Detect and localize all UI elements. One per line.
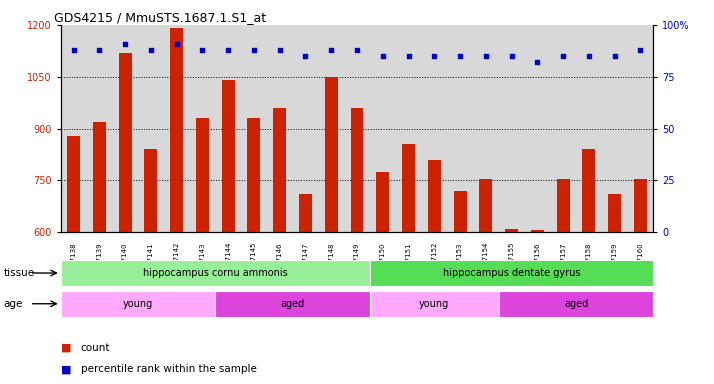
Text: GDS4215 / MmuSTS.1687.1.S1_at: GDS4215 / MmuSTS.1687.1.S1_at — [54, 12, 266, 25]
Text: hippocampus dentate gyrus: hippocampus dentate gyrus — [443, 268, 580, 278]
Bar — [505, 229, 518, 232]
Point — [454, 53, 466, 59]
Bar — [67, 136, 80, 232]
Bar — [608, 194, 621, 232]
Bar — [273, 108, 286, 232]
Bar — [583, 149, 595, 232]
Point — [583, 53, 595, 59]
Bar — [119, 53, 131, 232]
Bar — [453, 191, 466, 232]
Point — [68, 47, 79, 53]
Text: percentile rank within the sample: percentile rank within the sample — [81, 364, 256, 374]
Point — [635, 47, 646, 53]
Bar — [402, 144, 415, 232]
Point — [351, 47, 363, 53]
Point — [248, 47, 260, 53]
Text: aged: aged — [564, 299, 588, 309]
Text: count: count — [81, 343, 110, 353]
Point — [558, 53, 569, 59]
Text: hippocampus cornu ammonis: hippocampus cornu ammonis — [143, 268, 288, 278]
Point — [119, 41, 131, 47]
Bar — [370, 291, 498, 317]
Text: tissue: tissue — [4, 268, 35, 278]
Bar — [634, 179, 647, 232]
Point — [532, 59, 543, 65]
Bar — [557, 179, 570, 232]
Bar — [170, 28, 183, 232]
Point — [300, 53, 311, 59]
Text: ■: ■ — [61, 364, 71, 374]
Text: young: young — [123, 299, 153, 309]
Bar — [222, 80, 235, 232]
Point — [609, 53, 620, 59]
Bar — [531, 230, 544, 232]
Bar — [376, 172, 389, 232]
Point — [274, 47, 286, 53]
Bar — [428, 160, 441, 232]
Bar — [498, 291, 653, 317]
Text: age: age — [4, 299, 23, 309]
Bar — [196, 118, 208, 232]
Text: aged: aged — [281, 299, 305, 309]
Bar — [370, 260, 653, 286]
Bar — [61, 291, 216, 317]
Bar — [479, 179, 492, 232]
Point — [94, 47, 105, 53]
Bar — [248, 118, 261, 232]
Point — [223, 47, 234, 53]
Point — [377, 53, 388, 59]
Point — [171, 41, 182, 47]
Bar — [351, 108, 363, 232]
Point — [196, 47, 208, 53]
Bar — [216, 291, 370, 317]
Point — [506, 53, 518, 59]
Text: ■: ■ — [61, 343, 71, 353]
Point — [145, 47, 156, 53]
Text: young: young — [419, 299, 449, 309]
Bar — [93, 122, 106, 232]
Point — [403, 53, 414, 59]
Bar — [144, 149, 157, 232]
Point — [326, 47, 337, 53]
Point — [480, 53, 491, 59]
Bar — [61, 260, 370, 286]
Bar — [325, 77, 338, 232]
Bar — [299, 194, 312, 232]
Point — [428, 53, 440, 59]
